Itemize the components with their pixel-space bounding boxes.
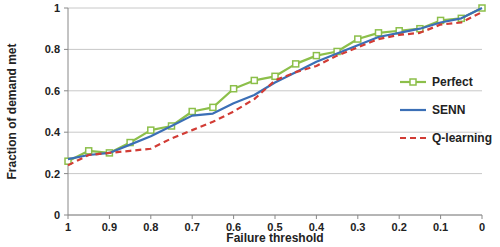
legend-swatch [400, 137, 426, 139]
series-line [68, 8, 482, 161]
y-tick-label: 0.8 [45, 43, 60, 55]
y-tick [64, 132, 68, 133]
series-marker [376, 30, 382, 36]
x-tick [233, 215, 234, 219]
series-line [68, 12, 482, 165]
y-axis-label: Fraction of demand met [5, 43, 19, 179]
y-tick [64, 49, 68, 50]
legend-marker [410, 79, 416, 85]
y-tick [64, 90, 68, 91]
series-marker [272, 73, 278, 79]
grid-line [68, 8, 482, 9]
x-tick [192, 215, 193, 219]
y-tick-label: 0 [54, 209, 60, 221]
x-tick [150, 215, 151, 219]
y-tick-label: 0.6 [45, 85, 60, 97]
x-tick-label: 0.7 [185, 221, 200, 233]
series-marker [86, 148, 92, 154]
y-tick-label: 0.4 [45, 126, 61, 138]
x-tick [399, 215, 400, 219]
plot-area [65, 5, 485, 165]
x-tick-label: 1 [65, 221, 71, 233]
series-line [68, 8, 482, 159]
x-tick [275, 215, 276, 219]
x-tick [109, 215, 110, 219]
series-marker [293, 61, 299, 67]
y-axis [68, 8, 69, 215]
x-tick-label: 0 [479, 221, 485, 233]
legend-label: SENN [432, 103, 465, 117]
series-marker [189, 109, 195, 115]
series-marker [231, 86, 237, 92]
y-tick-label: 1 [54, 2, 60, 14]
x-tick-label: 0.1 [433, 221, 448, 233]
legend: Perfect SENN Q-learning [400, 75, 492, 145]
series-marker [210, 104, 216, 110]
x-tick-label: 0.8 [143, 221, 158, 233]
grid-line [68, 49, 482, 50]
legend-label: Q-learning [432, 131, 492, 145]
legend-label: Perfect [432, 75, 473, 89]
legend-swatch [400, 109, 426, 111]
chart: 00.20.40.60.8110.90.80.70.60.50.40.30.20… [0, 0, 500, 247]
x-tick [316, 215, 317, 219]
series-marker [355, 36, 361, 42]
x-tick-label: 0.3 [350, 221, 365, 233]
x-tick-label: 0.2 [392, 221, 407, 233]
x-tick [68, 215, 69, 219]
x-tick [357, 215, 358, 219]
y-tick-label: 0.2 [45, 168, 60, 180]
series-marker [148, 127, 154, 133]
y-tick [64, 215, 68, 216]
x-tick-label: 0.9 [102, 221, 117, 233]
y-tick [64, 8, 68, 9]
x-tick [440, 215, 441, 219]
series-marker [313, 53, 319, 59]
grid-line [68, 132, 482, 133]
y-tick [64, 173, 68, 174]
grid-line [68, 173, 482, 174]
x-tick [482, 215, 483, 219]
x-axis-label: Failure threshold [226, 231, 323, 245]
grid-line [68, 90, 482, 91]
series-marker [251, 77, 257, 83]
